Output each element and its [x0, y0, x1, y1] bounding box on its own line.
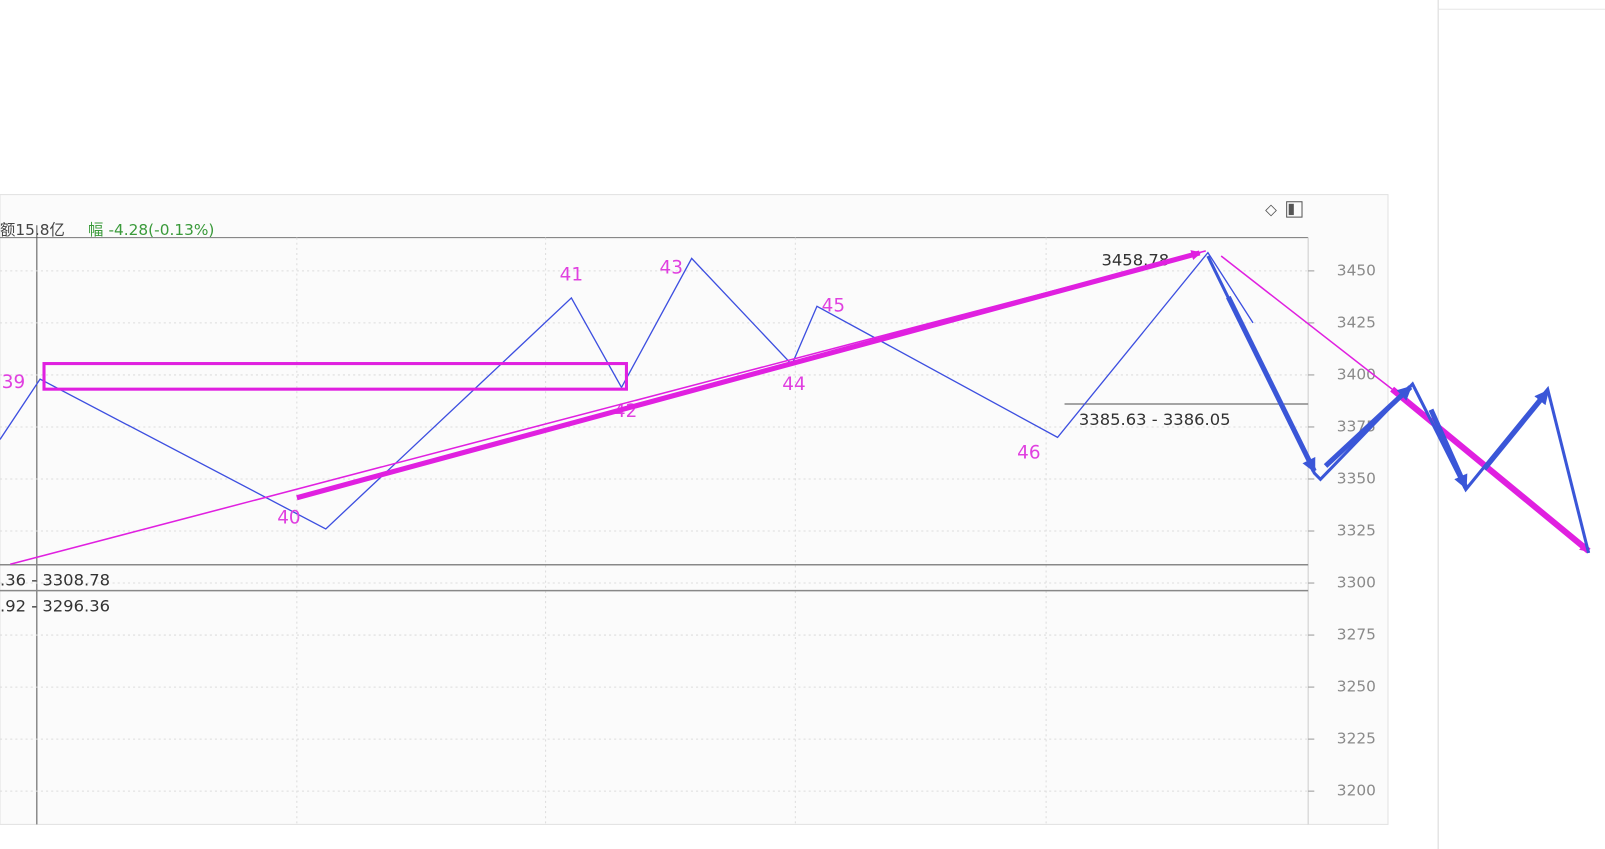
pivot-label: 41 — [560, 264, 583, 285]
y-tick-label: 3350 — [1337, 469, 1376, 487]
plot: 3200322532503275330033253350337534003425… — [0, 250, 1376, 800]
range-label: 幅 — [88, 221, 103, 239]
annotations — [10, 250, 1591, 566]
y-tick-label: 3250 — [1337, 678, 1376, 696]
down-arrow — [1390, 386, 1591, 554]
zigzag-line — [0, 251, 1254, 530]
y-tick-label: 3450 — [1337, 261, 1376, 279]
forecast-arrow — [1428, 408, 1469, 490]
y-tick-label: 3325 — [1337, 522, 1376, 540]
y-tick-label: 3425 — [1337, 313, 1376, 331]
diamond-icon[interactable]: ◇ — [1265, 200, 1277, 218]
panel-icon-fill — [1288, 203, 1294, 216]
pivot-label: 46 — [1017, 443, 1040, 464]
pivot-label: 39 — [2, 372, 25, 393]
level-label: .36 - 3308.78 — [0, 571, 110, 590]
forecast-arrow — [1226, 295, 1317, 473]
y-tick-label: 3275 — [1337, 626, 1376, 644]
pivot-label: 45 — [822, 295, 845, 316]
range-box — [42, 362, 628, 391]
forecast-arrow — [1323, 385, 1413, 468]
amount: 额15.8亿 — [0, 221, 65, 239]
y-tick-label: 3225 — [1337, 730, 1376, 748]
y-tick-label: 3200 — [1337, 782, 1376, 800]
forecast-arrow — [1482, 389, 1550, 471]
trend-arrow — [296, 250, 1202, 501]
pivot-label: 44 — [782, 374, 805, 395]
level-label: .92 - 3296.36 — [0, 596, 110, 615]
level-label: 3385.63 - 3386.05 — [1079, 410, 1231, 429]
forecast-zigzag — [1206, 255, 1591, 554]
pivot-label: 40 — [277, 508, 300, 529]
y-tick-label: 3300 — [1337, 574, 1376, 592]
down-line — [1220, 255, 1393, 390]
pivot-label: 43 — [659, 258, 682, 279]
chart-panel — [0, 194, 1389, 825]
y-tick-label: 3400 — [1337, 365, 1376, 383]
panel-icon[interactable] — [1286, 201, 1303, 218]
range-value: -4.28(-0.13%) — [109, 221, 215, 239]
